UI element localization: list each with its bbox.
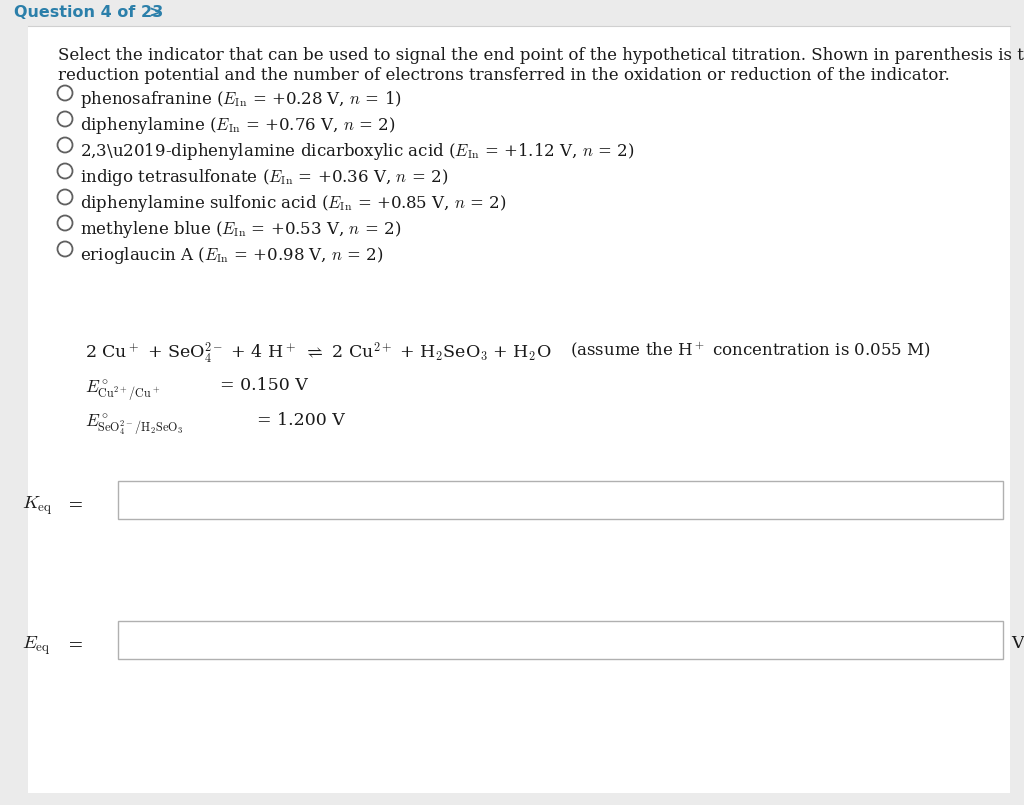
Text: diphenylamine sulfonic acid ($E_{\mathrm{In}}$ = +0.85 V, $n$ = 2): diphenylamine sulfonic acid ($E_{\mathrm… [81, 193, 507, 214]
Text: (assume the H$^+$ concentration is 0.055 M): (assume the H$^+$ concentration is 0.055… [570, 340, 931, 361]
Text: methylene blue ($E_{\mathrm{In}}$ = +0.53 V, $n$ = 2): methylene blue ($E_{\mathrm{In}}$ = +0.5… [81, 219, 401, 240]
Text: erioglaucin A ($E_{\mathrm{In}}$ = +0.98 V, $n$ = 2): erioglaucin A ($E_{\mathrm{In}}$ = +0.98… [81, 245, 384, 266]
Text: Select the indicator that can be used to signal the end point of the hypothetica: Select the indicator that can be used to… [58, 47, 1024, 64]
Text: Question 4 of 23: Question 4 of 23 [14, 6, 163, 20]
Text: >: > [148, 6, 162, 20]
Text: indigo tetrasulfonate ($E_{\mathrm{In}}$ = +0.36 V, $n$ = 2): indigo tetrasulfonate ($E_{\mathrm{In}}$… [81, 167, 449, 188]
FancyBboxPatch shape [118, 621, 1002, 659]
Text: =: = [68, 637, 84, 655]
FancyBboxPatch shape [118, 481, 1002, 519]
Text: = 0.150 V: = 0.150 V [220, 377, 308, 394]
Text: phenosafranine ($E_{\mathrm{In}}$ = +0.28 V, $n$ = 1): phenosafranine ($E_{\mathrm{In}}$ = +0.2… [81, 89, 402, 110]
Text: diphenylamine ($E_{\mathrm{In}}$ = +0.76 V, $n$ = 2): diphenylamine ($E_{\mathrm{In}}$ = +0.76… [81, 115, 396, 136]
Bar [0, 793, 1024, 805]
Text: 2,3\u2019-diphenylamine dicarboxylic acid ($E_{\mathrm{In}}$ = +1.12 V, $n$ = 2): 2,3\u2019-diphenylamine dicarboxylic aci… [81, 141, 635, 162]
Text: V: V [1011, 635, 1024, 652]
Text: reduction potential and the number of electrons transferred in the oxidation or : reduction potential and the number of el… [58, 67, 949, 84]
Text: $E^\circ_{\mathrm{Cu^{2+}/Cu^+}}$: $E^\circ_{\mathrm{Cu^{2+}/Cu^+}}$ [85, 377, 161, 402]
Text: $K_{\mathrm{eq}}$: $K_{\mathrm{eq}}$ [22, 495, 52, 518]
Text: $E^\circ_{\mathrm{SeO_4^{2-}/H_2SeO_3}}$: $E^\circ_{\mathrm{SeO_4^{2-}/H_2SeO_3}}$ [85, 412, 183, 437]
Text: 2 Cu$^+$ + SeO$_4^{2-}$ + 4 H$^+$ $\rightleftharpoons$ 2 Cu$^{2+}$ + H$_2$SeO$_3: 2 Cu$^+$ + SeO$_4^{2-}$ + 4 H$^+$ $\righ… [85, 340, 552, 365]
Text: $E_{\mathrm{eq}}$: $E_{\mathrm{eq}}$ [22, 635, 50, 658]
Text: =: = [68, 497, 84, 515]
Bar [0, 0, 1024, 26]
Text: = 1.200 V: = 1.200 V [257, 412, 345, 429]
